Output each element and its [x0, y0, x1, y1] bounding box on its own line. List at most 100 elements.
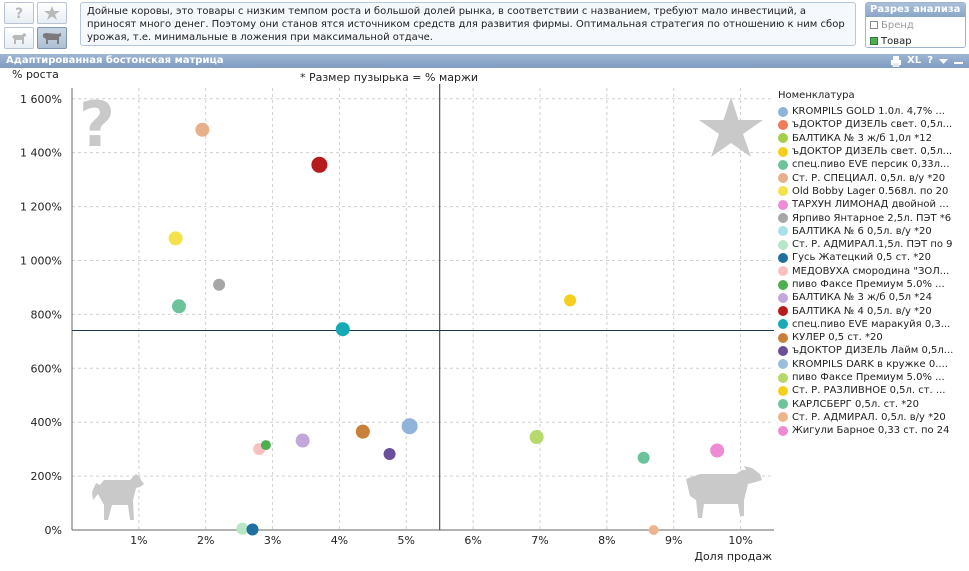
panel-tools: XL ?	[891, 54, 963, 68]
legend-item[interactable]: Ст. Р. АДМИРАЛ. 0,5л. в/у *20	[778, 411, 968, 424]
dog-filter-button[interactable]	[4, 27, 34, 49]
legend-item[interactable]: КУЛЕР 0,5 ст. *20	[778, 331, 968, 344]
x-tick-label: 10%	[728, 534, 752, 547]
legend-item[interactable]: Ярпиво Янтарное 2,5л. ПЭТ *6	[778, 211, 968, 224]
legend-item[interactable]: БАЛТИКА № 4 0,5л. в/у *20	[778, 304, 968, 317]
minimize-icon[interactable]	[954, 56, 963, 67]
legend-item[interactable]: Гусь Жатецкий 0,5 ст. *20	[778, 251, 968, 264]
bcg-matrix-chart: % роста * Размер пузырька = % маржи Доля…	[12, 68, 774, 563]
bubble-point[interactable]: КУЛЕР 0,5 ст. *20	[355, 424, 370, 439]
bubble-point[interactable]: Ст. Р. АДМИРАЛ.1,5л. ПЭТ по 9	[236, 522, 249, 535]
legend-item[interactable]: KROMPILS GOLD 1.0л. 4,7% ...	[778, 105, 968, 118]
x-tick-label: 1%	[130, 534, 147, 547]
chart-area: % роста * Размер пузырька = % маржи Доля…	[0, 68, 969, 568]
legend-item[interactable]: БАЛТИКА № 6 0,5л. в/у *20	[778, 225, 968, 238]
bubble-point[interactable]: пиво Факсе Премиум 5.0% ...	[260, 440, 271, 451]
toolbar: ? Дойные коровы, это товары с низким тем…	[0, 0, 969, 54]
analysis-option-product[interactable]: Товар	[866, 33, 965, 47]
print-icon[interactable]	[891, 56, 902, 67]
dog-icon	[12, 33, 26, 44]
legend-label: БАЛТИКА № 6 0,5л. в/у *20	[792, 225, 932, 237]
bubble-point[interactable]: КАРЛСБЕРГ 0,5л. ст. *20	[637, 451, 650, 464]
legend-label: спец.пиво EVE маракуйя 0,3...	[792, 318, 951, 330]
legend-item[interactable]: пиво Факсе Премиум 5.0% ...	[778, 278, 968, 291]
legend-item[interactable]: KROMPILS DARK в кружке 0....	[778, 358, 968, 371]
legend-item[interactable]: КАРЛСБЕРГ 0,5л. ст. *20	[778, 398, 968, 411]
checkbox-brand[interactable]	[870, 21, 878, 29]
legend-label: Ст. Р. АДМИРАЛ. 0,5л. в/у *20	[792, 411, 946, 423]
data-points: KROMPILS GOLD 1.0л. 4,7% ... спец.пиво EV…	[168, 122, 725, 536]
analysis-option-label: Товар	[881, 35, 912, 47]
analysis-option-brand[interactable]: Бренд	[866, 17, 965, 33]
legend-swatch	[778, 119, 788, 130]
legend-swatch	[778, 226, 788, 237]
bubble-point[interactable]: БАЛТИКА № 4 0,5л. в/у *20	[311, 156, 328, 173]
star-icon	[44, 6, 60, 20]
legend-swatch	[778, 399, 788, 410]
x-tick-label: 9%	[665, 534, 682, 547]
legend-item[interactable]: Ст. Р. СПЕЦИАЛ. 0,5л. в/у *20	[778, 171, 968, 184]
bubble-point[interactable]: Гусь Жатецкий 0,5 ст. *20	[246, 523, 259, 536]
legend-item[interactable]: спец.пиво EVE персик 0,33л...	[778, 158, 968, 171]
legend-item[interactable]: ъДОКТОР ДИЗЕЛЬ свет. 0,5л...	[778, 118, 968, 131]
x-tick-label: 7%	[531, 534, 548, 547]
legend-item[interactable]: пиво Факсе Премиум 5.0% ...	[778, 371, 968, 384]
chart-title: * Размер пузырька = % маржи	[300, 71, 478, 84]
export-excel-button[interactable]: XL	[907, 55, 922, 66]
checkbox-product[interactable]	[870, 37, 878, 45]
quadrant-icons: ?	[79, 88, 763, 520]
legend-item[interactable]: Ст. Р. РАЗЛИВНОЕ 0,5л. ст. ...	[778, 384, 968, 397]
legend-item[interactable]: ъДОКТОР ДИЗЕЛЬ Лайм 0,5л...	[778, 344, 968, 357]
legend-label: KROMPILS DARK в кружке 0....	[792, 358, 948, 370]
legend-item[interactable]: спец.пиво EVE маракуйя 0,3...	[778, 318, 968, 331]
legend-swatch	[778, 292, 788, 303]
bubble-point[interactable]: Ст. Р. РАЗЛИВНОЕ 0,5л. ст. ...	[564, 294, 577, 307]
legend-label: МЕДОВУХА смородина "ЗОЛ...	[792, 265, 950, 277]
legend-label: ъДОКТОР ДИЗЕЛЬ Лайм 0,5л...	[792, 345, 954, 357]
bubble-point[interactable]: спец.пиво EVE персик 0,33л...	[171, 299, 186, 314]
legend-label: Ст. Р. АДМИРАЛ.1,5л. ПЭТ по 9	[792, 239, 953, 251]
legend-swatch	[778, 332, 788, 343]
legend-item[interactable]: ъДОКТОР ДИЗЕЛЬ свет. 0,5л...	[778, 145, 968, 158]
cow-filter-button[interactable]	[37, 27, 67, 49]
help-button[interactable]: ?	[927, 55, 933, 66]
cow-quadrant-icon	[686, 466, 762, 518]
legend-swatch	[778, 345, 788, 356]
legend-label: спец.пиво EVE персик 0,33л...	[792, 159, 950, 171]
bubble-point[interactable]: Ст. Р. АДМИРАЛ. 0,5л. в/у *20	[648, 525, 659, 535]
bubble-point[interactable]: пиво Факсе Премиум 5.0% ...	[529, 430, 544, 445]
legend-label: КАРЛСБЕРГ 0,5л. ст. *20	[792, 398, 920, 410]
legend-item[interactable]: Old Bobby Lager 0.568л. по 20	[778, 185, 968, 198]
legend-item[interactable]: ТАРХУН ЛИМОНАД двойной ...	[778, 198, 968, 211]
bubble-point[interactable]: Жигули Барное 0,33 ст. по 24	[710, 443, 725, 458]
bubble-point[interactable]: KROMPILS GOLD 1.0л. 4,7% ...	[401, 418, 418, 435]
y-tick-label: 400%	[31, 416, 62, 429]
legend-item[interactable]: МЕДОВУХА смородина "ЗОЛ...	[778, 265, 968, 278]
star-filter-button[interactable]	[37, 2, 67, 24]
legend-label: ъДОКТОР ДИЗЕЛЬ свет. 0,5л...	[792, 146, 953, 158]
analysis-option-label: Бренд	[881, 19, 914, 31]
legend-label: Ст. Р. РАЗЛИВНОЕ 0,5л. ст. ...	[792, 385, 946, 397]
bubble-point[interactable]: спец.пиво EVE маракуйя 0,3...	[335, 322, 350, 337]
question-filter-button[interactable]: ?	[4, 2, 34, 24]
y-tick-label: 1 600%	[20, 93, 62, 106]
legend-item[interactable]: БАЛТИКА № 3 ж/б 0,5л *24	[778, 291, 968, 304]
dog-quadrant-icon	[92, 474, 144, 520]
y-tick-label: 800%	[31, 308, 62, 321]
legend-item[interactable]: Жигули Барное 0,33 ст. по 24	[778, 424, 968, 437]
legend-label: пиво Факсе Премиум 5.0% ...	[792, 279, 945, 290]
legend-item[interactable]: БАЛТИКА № 3 ж/б 1,0л *12	[778, 132, 968, 145]
legend-label: Ярпиво Янтарное 2,5л. ПЭТ *6	[792, 212, 952, 224]
bubble-point[interactable]: ъДОКТОР ДИЗЕЛЬ Лайм 0,5л...	[383, 447, 396, 460]
dropdown-icon[interactable]	[939, 56, 948, 67]
legend-label: Old Bobby Lager 0.568л. по 20	[792, 185, 949, 197]
bubble-point[interactable]: Ст. Р. СПЕЦИАЛ. 0,5л. в/у *20	[195, 122, 210, 137]
legend-label: БАЛТИКА № 3 ж/б 1,0л *12	[792, 132, 932, 144]
legend-item[interactable]: Ст. Р. АДМИРАЛ.1,5л. ПЭТ по 9	[778, 238, 968, 251]
bubble-point[interactable]: Ярпиво Янтарное 2,5л. ПЭТ *6	[213, 278, 226, 291]
quadrant-description: Дойные коровы, это товары с низким темпо…	[80, 2, 856, 46]
legend-label: ТАРХУН ЛИМОНАД двойной ...	[792, 199, 949, 211]
bubble-point[interactable]: Old Bobby Lager 0.568л. по 20	[168, 231, 183, 246]
bubble-point[interactable]: БАЛТИКА № 3 ж/б 0,5л *24	[295, 433, 310, 448]
analysis-section-panel: Разрез анализа Бренд Товар	[865, 2, 966, 48]
